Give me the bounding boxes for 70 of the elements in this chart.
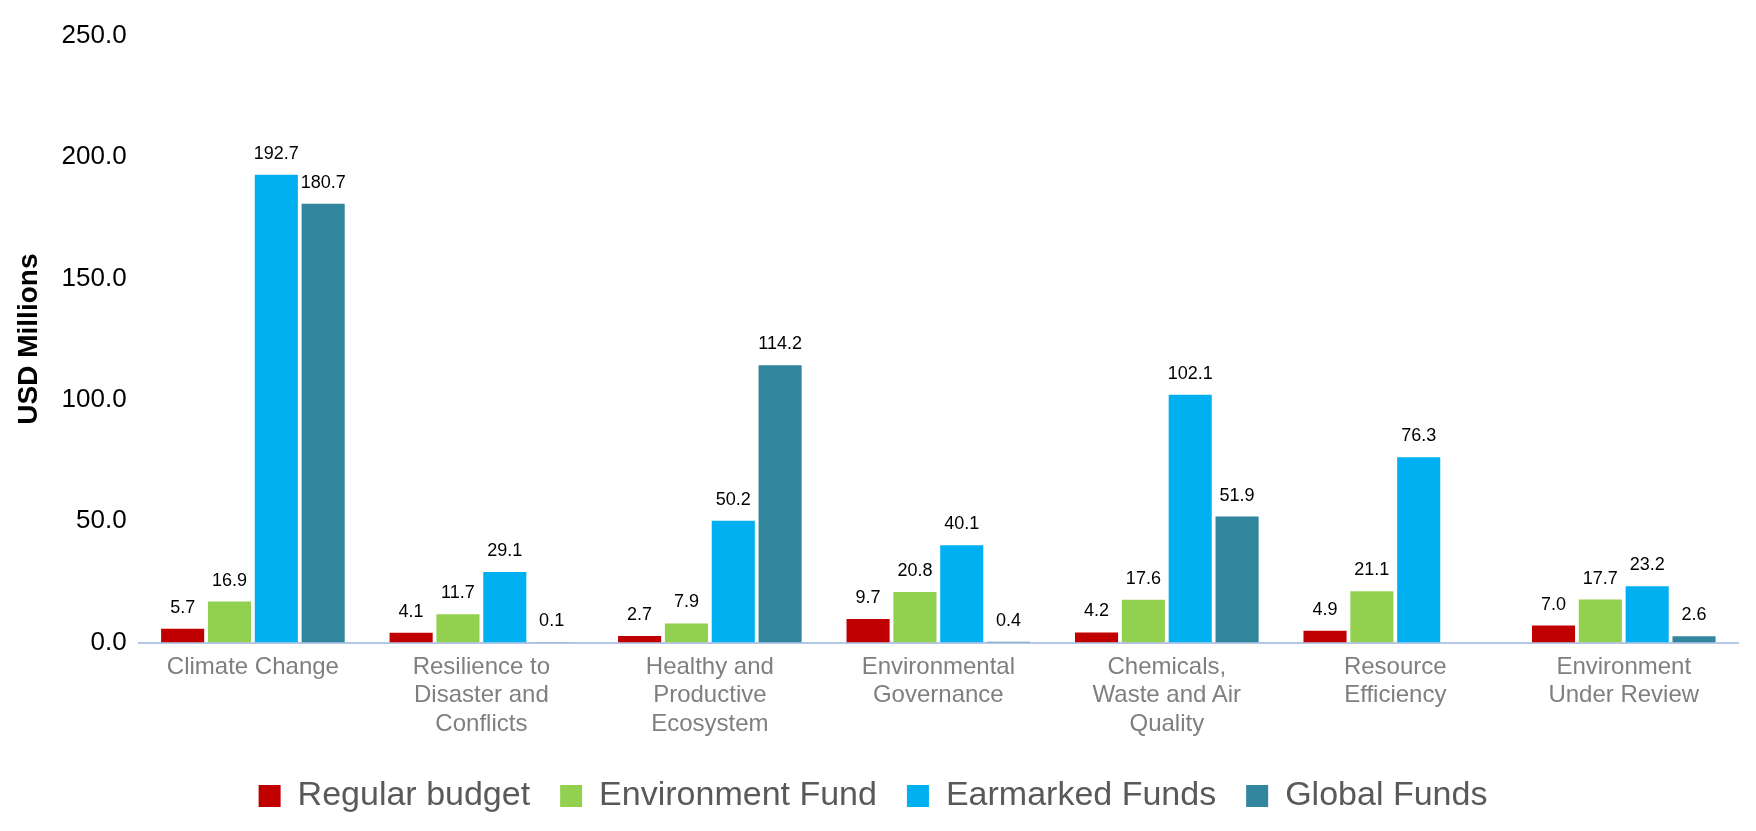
x-tick-label: Environment Under Review [1548,651,1700,708]
data-label: 114.2 [758,333,802,354]
bar [1578,599,1622,643]
bar [940,545,984,643]
data-label: 20.8 [897,560,933,581]
bar [1121,599,1165,643]
data-label: 4.1 [398,600,424,621]
x-tick-label: Climate Change [166,651,339,679]
x-tick-label: Environmental Governance [861,651,1016,708]
data-label: 40.1 [944,513,980,534]
bar [1215,516,1259,643]
y-tick-label: 50.0 [76,504,127,535]
bar [664,623,708,643]
data-label: 17.6 [1125,567,1161,588]
data-label: 0.1 [539,610,565,631]
legend-label: Environment Fund [599,774,877,813]
data-label: 9.7 [855,587,881,608]
y-tick-label: 100.0 [61,382,127,413]
bar [483,571,527,643]
data-label: 2.7 [627,604,653,625]
bar [207,601,252,643]
legend-label: Earmarked Funds [945,774,1217,813]
bar [1531,625,1576,643]
bar [1168,394,1212,643]
x-tick-label: Healthy and Productive Ecosystem [645,651,774,737]
data-label: 76.3 [1401,425,1437,446]
bar [893,592,937,643]
data-label: 21.1 [1354,559,1390,580]
y-tick-label: 250.0 [61,18,127,49]
bar [758,365,802,643]
x-tick-label: Chemicals, Waste and Air Quality [1092,651,1242,737]
bar [1075,632,1119,643]
data-label: 16.9 [211,569,248,590]
data-label: 180.7 [300,171,346,192]
data-label: 4.9 [1312,598,1338,619]
bar [1303,630,1347,643]
data-label: 7.9 [673,591,699,612]
y-axis-title: USD Millions [11,253,43,425]
y-tick-label: 0.0 [90,625,127,656]
data-label: 102.1 [1167,362,1213,383]
bar [1350,591,1394,643]
bar [711,520,755,643]
data-label: 23.2 [1629,554,1665,575]
data-label: 51.9 [1219,484,1255,505]
y-tick-label: 200.0 [61,140,127,171]
data-label: 192.7 [253,142,299,163]
bar [1625,586,1669,643]
data-label: 0.4 [996,609,1022,630]
bar [846,619,890,643]
bar [254,174,298,643]
data-label: 11.7 [441,582,475,603]
bar [161,628,205,643]
bar [1672,636,1716,643]
data-label: 17.7 [1582,567,1618,588]
bar [389,632,433,643]
data-label: 7.0 [1540,593,1567,614]
x-tick-label: Resilience to Disaster and Conflicts [412,651,551,737]
bar [301,203,345,643]
y-tick-label: 150.0 [61,261,127,292]
x-tick-label: Resource Efficiency [1343,651,1447,708]
bar [1397,457,1441,643]
data-label: 5.7 [170,596,196,617]
data-label: 4.2 [1084,600,1110,621]
bar [618,636,662,643]
bar [436,614,480,643]
data-label: 29.1 [487,539,523,560]
data-label: 50.2 [715,488,751,509]
data-label: 2.6 [1681,604,1707,625]
legend-label: Regular budget [297,774,531,813]
legend-label: Global Funds [1285,774,1488,813]
